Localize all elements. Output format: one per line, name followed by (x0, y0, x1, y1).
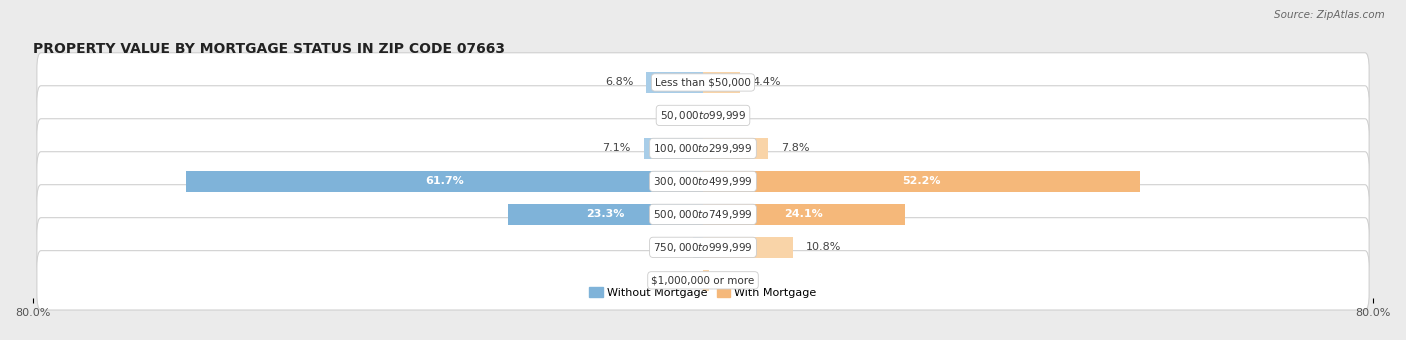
FancyBboxPatch shape (37, 152, 1369, 211)
Bar (645, 72, 703, 93)
Text: 10.8%: 10.8% (806, 242, 841, 252)
Text: $300,000 to $499,999: $300,000 to $499,999 (654, 175, 752, 188)
Text: Less than $50,000: Less than $50,000 (655, 78, 751, 87)
Text: 0.0%: 0.0% (716, 110, 744, 120)
Bar (703, 204, 905, 225)
FancyBboxPatch shape (37, 251, 1369, 310)
Bar (703, 138, 768, 159)
FancyBboxPatch shape (37, 86, 1369, 145)
FancyBboxPatch shape (37, 119, 1369, 178)
Text: 23.3%: 23.3% (586, 209, 624, 219)
Text: $100,000 to $299,999: $100,000 to $299,999 (654, 142, 752, 155)
FancyBboxPatch shape (37, 53, 1369, 112)
Text: $750,000 to $999,999: $750,000 to $999,999 (654, 241, 752, 254)
Bar (703, 237, 793, 258)
Bar (703, 72, 740, 93)
Text: 61.7%: 61.7% (425, 176, 464, 186)
Text: 7.8%: 7.8% (780, 143, 810, 153)
Bar (508, 204, 703, 225)
Text: 52.2%: 52.2% (903, 176, 941, 186)
Bar (703, 270, 709, 291)
FancyBboxPatch shape (37, 185, 1369, 244)
Text: 0.0%: 0.0% (662, 110, 690, 120)
Text: 24.1%: 24.1% (785, 209, 824, 219)
Bar (703, 171, 1140, 192)
Text: 6.8%: 6.8% (605, 78, 634, 87)
Text: PROPERTY VALUE BY MORTGAGE STATUS IN ZIP CODE 07663: PROPERTY VALUE BY MORTGAGE STATUS IN ZIP… (32, 42, 505, 56)
Text: 4.4%: 4.4% (752, 78, 780, 87)
Text: 0.7%: 0.7% (721, 275, 749, 285)
Text: $1,000,000 or more: $1,000,000 or more (651, 275, 755, 285)
Bar (186, 171, 703, 192)
Legend: Without Mortgage, With Mortgage: Without Mortgage, With Mortgage (585, 283, 821, 302)
Text: $50,000 to $99,999: $50,000 to $99,999 (659, 109, 747, 122)
Text: $500,000 to $749,999: $500,000 to $749,999 (654, 208, 752, 221)
Text: 7.1%: 7.1% (603, 143, 631, 153)
Bar (644, 138, 703, 159)
Text: 0.0%: 0.0% (662, 275, 690, 285)
Bar (693, 237, 703, 258)
Text: 1.2%: 1.2% (652, 242, 681, 252)
Text: Source: ZipAtlas.com: Source: ZipAtlas.com (1274, 10, 1385, 20)
FancyBboxPatch shape (37, 218, 1369, 277)
